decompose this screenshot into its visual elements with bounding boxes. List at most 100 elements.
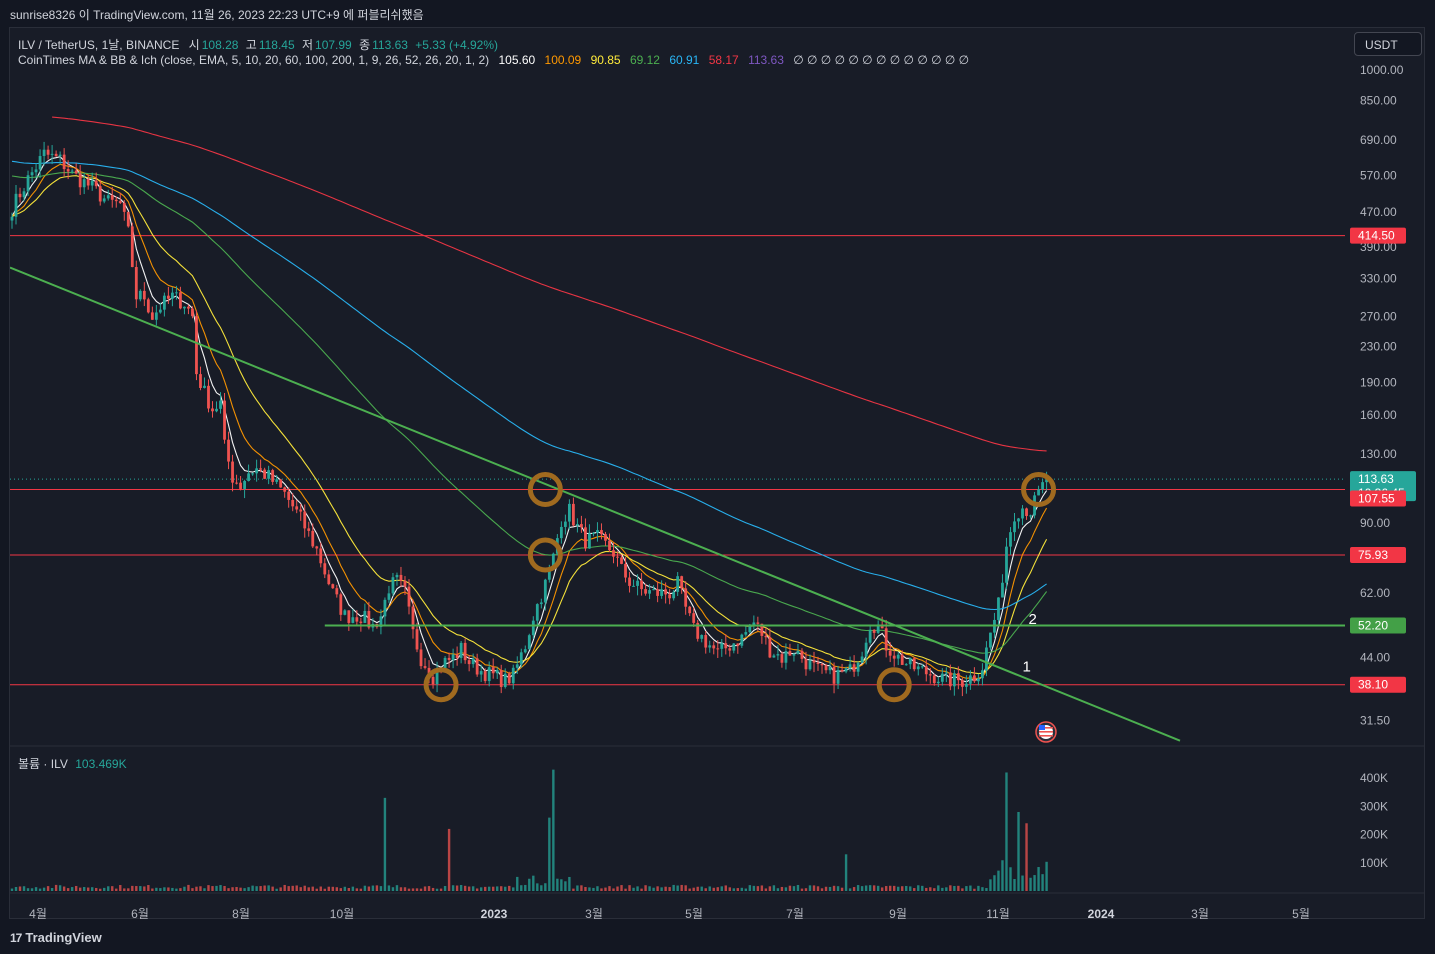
volume-bar bbox=[379, 886, 383, 891]
time-tick-label: 11월 bbox=[986, 907, 1010, 921]
volume-bar bbox=[684, 885, 687, 891]
volume-bar bbox=[872, 885, 876, 891]
candle-body bbox=[431, 676, 435, 685]
candle-body bbox=[203, 385, 206, 388]
volume-bar bbox=[259, 886, 262, 891]
volume-bar bbox=[451, 885, 455, 891]
candle-body bbox=[263, 469, 267, 479]
volume-bar bbox=[395, 885, 399, 891]
candle-body bbox=[872, 629, 876, 633]
candle-body bbox=[1017, 518, 1020, 522]
candle-body bbox=[736, 643, 740, 646]
price-tick-label: 130.00 bbox=[1360, 447, 1397, 461]
volume-bar bbox=[287, 886, 290, 891]
volume-bar bbox=[239, 887, 242, 891]
candle-body bbox=[652, 589, 655, 591]
candle-body bbox=[1009, 532, 1012, 547]
candle-body bbox=[38, 156, 42, 170]
volume-bar bbox=[640, 888, 643, 891]
volume-bar bbox=[596, 886, 599, 891]
volume-bar bbox=[22, 886, 26, 891]
candle-body bbox=[187, 306, 190, 309]
volume-tick-label: 200K bbox=[1360, 828, 1388, 842]
candle-body bbox=[223, 400, 226, 440]
candle-body bbox=[30, 172, 34, 176]
candle-body bbox=[303, 511, 307, 529]
candle-body bbox=[271, 470, 275, 482]
volume-bar bbox=[1033, 875, 1036, 891]
volume-bar bbox=[415, 888, 419, 891]
currency-button[interactable]: USDT bbox=[1354, 32, 1422, 56]
chart-frame[interactable] bbox=[9, 27, 1425, 919]
volume-bar bbox=[592, 887, 595, 891]
volume-bar bbox=[66, 888, 70, 891]
volume-bar bbox=[243, 888, 246, 891]
volume-bar bbox=[427, 886, 431, 891]
candle-body bbox=[648, 590, 651, 594]
volume-bar bbox=[115, 888, 118, 891]
candle-body bbox=[764, 635, 768, 638]
volume-bar bbox=[864, 885, 868, 891]
candle-body bbox=[800, 650, 804, 659]
volume-bar bbox=[219, 885, 222, 891]
candle-body bbox=[106, 195, 110, 199]
volume-bar bbox=[1025, 823, 1028, 891]
tradingview-footer[interactable]: 17 TradingView bbox=[10, 928, 102, 948]
volume-bar bbox=[50, 888, 54, 891]
level-tag-75.93: 75.93 bbox=[1358, 548, 1388, 562]
volume-bar bbox=[516, 876, 519, 891]
volume-bar bbox=[187, 884, 190, 891]
volume-bar bbox=[560, 879, 563, 891]
candle-body bbox=[331, 584, 335, 589]
highlight-circle bbox=[423, 667, 459, 703]
volume-bar bbox=[756, 886, 760, 891]
candle-body bbox=[640, 580, 643, 590]
volume-bar bbox=[933, 888, 936, 891]
candles bbox=[10, 141, 1048, 697]
candle-body bbox=[154, 312, 158, 320]
volume-bar bbox=[780, 886, 784, 891]
volume-bar bbox=[375, 885, 379, 891]
candle-body bbox=[668, 594, 672, 599]
candle-body bbox=[997, 597, 1000, 620]
volume-label: 볼륨 · ILV bbox=[18, 757, 68, 771]
volume-bar bbox=[893, 885, 896, 891]
candle-body bbox=[66, 169, 70, 172]
volume-bar bbox=[496, 886, 499, 891]
volume-bar bbox=[383, 797, 387, 891]
volume-bar bbox=[311, 886, 314, 891]
candle-body bbox=[487, 667, 491, 682]
candle-body bbox=[551, 553, 555, 568]
candle-body bbox=[728, 648, 732, 651]
price-tick-label: 1000.00 bbox=[1360, 63, 1404, 77]
candle-body bbox=[592, 532, 595, 534]
candle-body bbox=[712, 645, 716, 649]
volume-bar bbox=[315, 888, 318, 891]
candle-body bbox=[916, 666, 920, 670]
volume-bar bbox=[536, 883, 539, 891]
volume-bar bbox=[977, 885, 980, 891]
volume-bar bbox=[752, 885, 756, 891]
candle-body bbox=[523, 649, 527, 653]
candle-body bbox=[1025, 508, 1028, 516]
volume-bar bbox=[937, 885, 940, 891]
candle-body bbox=[74, 170, 78, 174]
candle-body bbox=[423, 666, 427, 668]
candle-body bbox=[876, 624, 880, 633]
candle-body bbox=[58, 154, 62, 157]
volume-bar bbox=[672, 884, 675, 891]
price-tick-label: 160.00 bbox=[1360, 408, 1397, 422]
candle-body bbox=[94, 180, 98, 187]
candle-body bbox=[495, 670, 499, 674]
candle-body bbox=[888, 650, 892, 656]
candle-body bbox=[896, 654, 900, 659]
empty-values: ∅ ∅ ∅ ∅ ∅ ∅ ∅ ∅ ∅ ∅ ∅ ∅ ∅ bbox=[793, 53, 970, 67]
candle-body bbox=[912, 658, 916, 670]
price-tick-label: 230.00 bbox=[1360, 339, 1397, 353]
us-event-icon-canton bbox=[1039, 725, 1045, 730]
ma20-value: 90.85 bbox=[590, 53, 621, 67]
candle-body bbox=[447, 657, 451, 660]
candle-body bbox=[443, 657, 447, 672]
candle-body bbox=[567, 503, 571, 522]
